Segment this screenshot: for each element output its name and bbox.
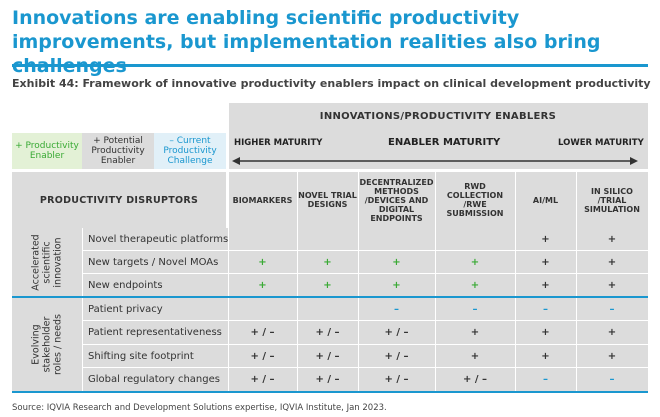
col-header: IN SILICO /TRIAL SIMULATION: [576, 172, 648, 228]
table-cell: +: [470, 327, 480, 338]
disruptors-header: PRODUCTIVITY DISRUPTORS: [12, 172, 226, 228]
table-cell: +: [541, 279, 550, 291]
row-label: Shifting site footprint: [88, 350, 194, 362]
title-divider: [12, 64, 648, 67]
group-label-evolving: Evolving stakeholder roles / needs: [30, 314, 64, 375]
table-bottom-rule: [12, 391, 648, 393]
enablers-header: INNOVATIONS/PRODUCTIVITY ENABLERS: [228, 103, 648, 129]
maturity-band: [228, 129, 648, 169]
table-cell: +: [258, 279, 267, 291]
table-cell: +: [392, 279, 401, 291]
source-note: Source: IQVIA Research and Development S…: [12, 403, 387, 413]
page-title: Innovations are enabling scientific prod…: [12, 7, 601, 77]
group-label-accelerated: Accelerated scientific innovation: [30, 233, 64, 291]
table-cell: –: [543, 303, 548, 315]
table-cell: +: [607, 233, 617, 245]
table-cell: + / –: [250, 327, 275, 338]
table-cell: [228, 298, 297, 320]
table-cell: + / –: [315, 350, 340, 362]
group-label: Accelerated scientific innovation: [13, 228, 81, 296]
enabler-maturity-label: ENABLER MATURITY: [388, 137, 501, 148]
row-label: Novel therapeutic platforms: [88, 233, 229, 245]
table-cell: [228, 228, 297, 250]
group-body: [82, 228, 648, 296]
table-cell: + / –: [250, 374, 275, 385]
col-header: BIOMARKERS: [228, 172, 297, 228]
legend-challenge: – Current Productivity Challenge: [154, 133, 226, 169]
table-cell: [358, 228, 435, 250]
table-cell: [297, 228, 358, 250]
lower-maturity-label: LOWER MATURITY: [558, 138, 644, 148]
table-cell: +: [607, 256, 617, 268]
legend-potential: + Potential Productivity Enabler: [82, 133, 154, 169]
group-cell: [12, 228, 82, 296]
table-cell: +: [541, 350, 550, 362]
row-label: Patient privacy: [88, 303, 163, 315]
higher-maturity-label: HIGHER MATURITY: [234, 138, 323, 148]
table-cell: +: [323, 256, 332, 268]
row-label: Global regulatory changes: [88, 374, 220, 385]
col-header: DECENTRALIZED METHODS /DEVICES AND DIGIT…: [358, 172, 435, 228]
table-cell: +: [607, 279, 617, 291]
table-cell: –: [394, 303, 399, 315]
table-cell: +: [607, 327, 617, 338]
table-cell: +: [258, 256, 267, 268]
col-header: RWD COLLECTION /RWE SUBMISSION: [435, 172, 515, 228]
col-header: AI/ML: [515, 172, 576, 228]
group-cell: [12, 298, 82, 391]
table-cell: –: [472, 303, 478, 315]
table-cell: +: [607, 350, 617, 362]
row-label: New endpoints: [88, 279, 163, 291]
table-cell: –: [609, 303, 615, 315]
table-cell: +: [541, 256, 550, 268]
table-cell: + / –: [384, 350, 409, 362]
table-cell: –: [609, 374, 615, 385]
table-cell: +: [541, 327, 550, 338]
table-cell: +: [392, 256, 401, 268]
table-cell: + / –: [315, 374, 340, 385]
table-cell: +: [470, 256, 480, 268]
table-cell: + / –: [250, 350, 275, 362]
table-cell: +: [470, 279, 480, 291]
table-cell: [435, 228, 515, 250]
row-label: New targets / Novel MOAs: [88, 256, 219, 268]
exhibit-caption: Exhibit 44: Framework of innovative prod…: [12, 77, 651, 90]
group-label: Evolving stakeholder roles / needs: [13, 298, 81, 391]
table-cell: + / –: [463, 374, 487, 385]
table-cell: + / –: [315, 327, 340, 338]
table-cell: –: [543, 374, 548, 385]
row-label: Patient representativeness: [88, 327, 222, 338]
table-cell: +: [323, 279, 332, 291]
table-cell: [297, 298, 358, 320]
table-cell: + / –: [384, 327, 409, 338]
table-cell: +: [541, 233, 550, 245]
col-header: NOVEL TRIAL DESIGNS: [297, 172, 358, 228]
maturity-arrow-icon: [232, 157, 638, 165]
legend-enabler: + Productivity Enabler: [12, 133, 82, 169]
group-separator: [12, 296, 648, 298]
table-cell: + / –: [384, 374, 409, 385]
table-cell: +: [470, 350, 480, 362]
